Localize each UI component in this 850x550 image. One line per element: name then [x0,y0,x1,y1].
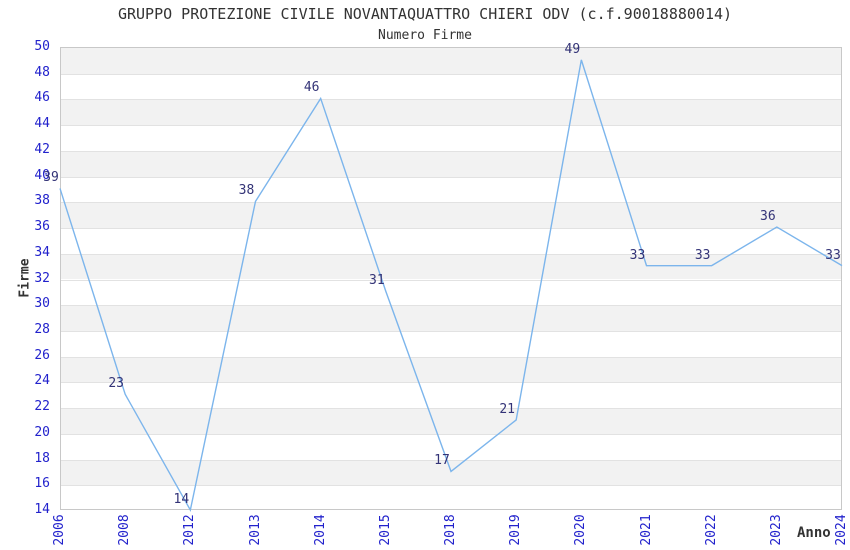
point-label: 17 [434,453,450,469]
gridline [61,253,841,255]
gridline [61,125,841,127]
y-tick-label: 44 [34,116,50,132]
x-tick-label: 2013 [247,514,263,546]
point-label: 23 [108,376,124,392]
grid-band [61,408,841,434]
gridline [61,99,841,101]
x-tick-label: 2006 [52,514,67,546]
gridline [61,485,841,487]
y-tick-label: 32 [34,270,50,286]
x-tick-label: 2008 [117,514,133,546]
y-tick-label: 20 [34,424,50,440]
gridline [61,279,841,281]
y-tick-label: 48 [34,64,50,80]
point-label: 36 [760,209,776,225]
x-tick-label: 2024 [834,514,849,546]
point-label: 33 [629,247,646,263]
point-label: 39 [43,170,59,186]
y-tick-label: 22 [34,399,50,415]
grid-band [61,459,841,486]
line-series [59,59,843,512]
grid-band [61,202,841,229]
y-tick-label: 34 [34,244,50,260]
y-axis-title: Firme [17,258,33,298]
x-tick-label: 2015 [377,514,393,546]
grid-band [61,253,841,280]
y-tick-label: 46 [34,90,50,106]
y-tick-label: 14 [34,502,50,517]
point-label: 33 [825,247,841,263]
y-tick-label: 42 [34,141,50,157]
point-label: 14 [173,492,190,507]
point-label: 46 [303,80,320,96]
point-label: 49 [564,41,581,57]
gridline [61,382,841,384]
y-tick-label: 28 [34,321,50,337]
grid-band [61,305,841,331]
grid-band [61,48,841,74]
gridline [61,459,841,461]
x-tick-label: 2022 [703,514,719,546]
grid-band [61,356,841,383]
y-tick-label: 30 [34,296,50,312]
x-tick-label: 2020 [573,514,589,546]
y-tick-label: 18 [34,450,50,466]
x-tick-label: 2019 [508,514,524,546]
gridline [61,305,841,307]
y-tick-label: 26 [34,347,50,363]
y-tick-label: 38 [34,193,50,209]
gridline [61,356,841,358]
x-tick-label: 2014 [312,514,328,546]
gridline [61,150,841,152]
y-tick-label: 50 [34,39,50,54]
x-tick-label: 2012 [182,514,198,546]
gridline [61,202,841,204]
point-label: 33 [694,247,711,263]
x-tick-label: 2018 [443,514,458,546]
plot-area [59,47,843,512]
gridline [61,176,841,178]
data-line [59,59,843,512]
gridline [61,330,841,332]
chart-subtitle: Numero Firme [378,28,472,43]
y-tick-label: 16 [34,476,50,492]
point-label: 31 [369,273,385,289]
y-tick-label: 24 [34,373,50,389]
gridline [61,433,841,435]
grid-band [61,150,841,177]
gridline [61,73,841,75]
x-tick-label: 2023 [768,514,784,546]
y-tick-label: 40 [34,167,50,183]
point-label: 21 [499,401,515,417]
grid-band [61,99,841,126]
chart-title: GRUPPO PROTEZIONE CIVILE NOVANTAQUATTRO … [117,5,733,23]
point-label: 38 [238,183,255,199]
y-tick-label: 36 [34,219,50,235]
gridline [61,228,841,230]
gridline [61,408,841,410]
x-tick-label: 2021 [638,514,654,546]
x-axis-title: Anno [797,525,831,541]
